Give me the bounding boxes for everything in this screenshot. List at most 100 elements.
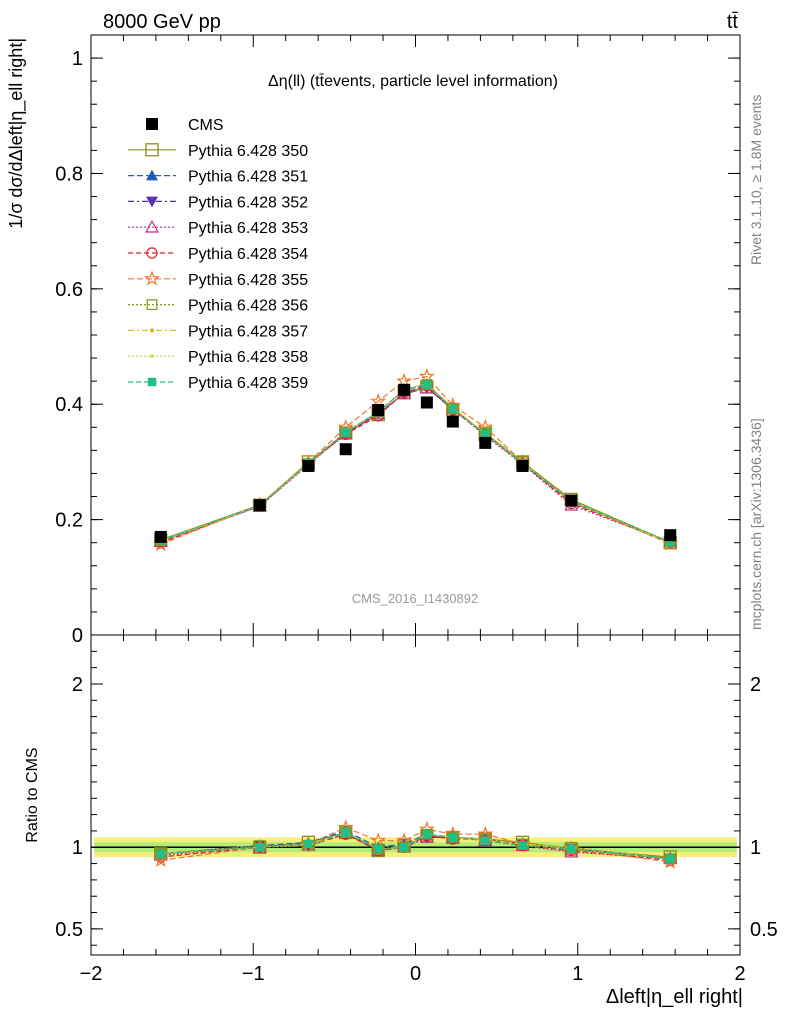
data-point [253, 499, 266, 512]
data-point [339, 443, 352, 456]
legend-entry: Pythia 6.428 358 [128, 349, 308, 366]
x-tick-label: −1 [242, 963, 265, 985]
series-line [160, 382, 671, 544]
ratio-y-tick-label-right: 2 [750, 674, 761, 696]
ratio-point [370, 832, 387, 848]
legend-marker [150, 354, 154, 358]
y-axis-label-ratio: Ratio to CMS [24, 747, 41, 842]
data-point [516, 459, 529, 472]
legend-label: Pythia 6.428 356 [188, 298, 308, 315]
data-point [664, 529, 677, 542]
y-tick-label: 0 [72, 625, 83, 647]
ratio-point [448, 833, 458, 842]
legend-label: Pythia 6.428 359 [188, 375, 308, 392]
legend-label: Pythia 6.428 352 [188, 194, 308, 211]
series-line [160, 385, 671, 544]
legend-label: Pythia 6.428 350 [188, 143, 308, 160]
data-point [154, 530, 167, 543]
ratio-point [422, 829, 432, 839]
ratio-y-tick-label: 2 [72, 674, 83, 696]
process-label: tt̄ [727, 11, 739, 33]
ratio-series-line [160, 833, 671, 860]
legend-marker [146, 118, 158, 130]
x-axis-label: Δleft|η_ell right| [606, 986, 743, 1008]
side-label-bottom: mcplots.cern.ch [arXiv:1306.3436] [748, 418, 764, 630]
legend-label: Pythia 6.428 358 [188, 349, 308, 366]
ratio-point [373, 844, 383, 854]
data-point [479, 436, 492, 449]
data-point [446, 415, 459, 428]
series-line [160, 383, 671, 544]
legend-label: Pythia 6.428 351 [188, 169, 308, 186]
legend: CMS Pythia 6.428 350 Pythia 6.428 351 Pythi… [128, 117, 308, 392]
ratio-series-line [160, 831, 671, 860]
plot-title: Δη(ll) (tt̄events, particle level inform… [268, 73, 558, 90]
ratio-plot-area: −2 −1 0 1 20.5 0.51 12 2 [55, 35, 778, 985]
analysis-watermark: CMS_2016_I1430892 [352, 591, 479, 606]
y-tick-label: 0.2 [55, 510, 83, 532]
legend-label: CMS [188, 117, 224, 134]
series-line [160, 387, 671, 543]
x-tick-label: 1 [572, 963, 583, 985]
legend-label: Pythia 6.428 353 [188, 220, 308, 237]
legend-marker [146, 169, 158, 181]
ratio-point [518, 841, 527, 850]
data-point [418, 368, 435, 384]
energy-label: 8000 GeV pp [103, 11, 221, 33]
ratio-plot-frame [90, 634, 741, 956]
legend-marker [145, 143, 159, 157]
ratio-point [481, 836, 490, 845]
y-tick-label: 0.8 [55, 163, 83, 185]
legend-entry: Pythia 6.428 355 [128, 270, 308, 289]
ratio-point [666, 854, 675, 863]
main-plot-area: 0 0.2 0.4 0.6 0.8 1 [55, 48, 740, 647]
data-point [477, 418, 494, 435]
legend-entry: CMS [146, 117, 224, 134]
ratio-series-line [160, 831, 671, 860]
legend-entry: Pythia 6.428 353 [128, 219, 308, 237]
series-line [160, 386, 671, 544]
data-point [447, 403, 459, 415]
legend-entry: Pythia 6.428 354 [128, 246, 308, 263]
legend-marker [144, 219, 160, 233]
y-tick-label: 0.4 [55, 394, 83, 416]
data-point [372, 404, 385, 416]
ratio-point [304, 839, 313, 849]
ratio-y-tick-label-right: 1 [750, 837, 761, 859]
series-line [160, 375, 671, 545]
ratio-point [567, 844, 576, 854]
ratio-point [156, 849, 165, 858]
legend-marker [144, 270, 160, 286]
side-label-top: Rivet 3.1.10, ≥ 1.8M events [748, 95, 764, 265]
data-point [666, 537, 675, 547]
series-line [160, 383, 671, 543]
data-point [340, 426, 352, 438]
y-tick-label: 1 [72, 48, 83, 70]
data-point [420, 396, 433, 409]
legend-marker [146, 247, 158, 259]
series-line [160, 383, 671, 544]
ratio-point [341, 828, 350, 837]
ratio-point [399, 843, 409, 852]
ratio-y-tick-label-right: 0.5 [750, 919, 778, 941]
series-line [160, 383, 671, 543]
legend-marker [146, 299, 158, 310]
ratio-point [340, 827, 352, 838]
x-tick-label: −2 [80, 963, 103, 985]
legend-entry: Pythia 6.428 351 [128, 169, 308, 186]
legend-label: Pythia 6.428 355 [188, 272, 308, 289]
data-point [302, 459, 315, 472]
legend-label: Pythia 6.428 357 [188, 323, 308, 340]
data-point [481, 430, 490, 439]
legend-marker [146, 196, 158, 208]
legend-entry: Pythia 6.428 350 [128, 143, 308, 160]
ratio-y-tick-label: 1 [72, 837, 83, 859]
legend-entry: Pythia 6.428 357 [128, 323, 308, 340]
data-point [448, 404, 458, 414]
series-line [160, 387, 671, 543]
legend-marker [147, 377, 157, 387]
y-axis-label-main: 1/σ dσ/dΔleft|η_ell right| [6, 38, 27, 229]
y-tick-label: 0.6 [55, 279, 83, 301]
legend-marker [149, 328, 155, 333]
